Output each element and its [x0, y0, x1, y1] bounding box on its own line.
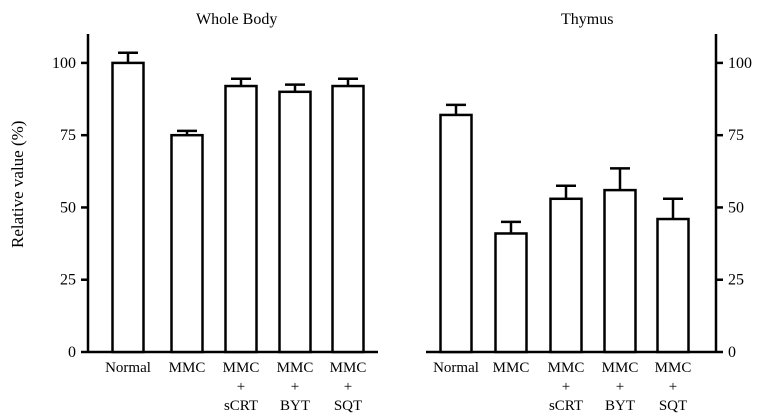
- y-tick-label: 75: [728, 127, 744, 144]
- x-tick-label: MMC: [493, 360, 530, 376]
- whole-body-title: Whole Body: [196, 11, 278, 28]
- x-tick-label: MMC: [602, 360, 639, 376]
- x-tick-label: +: [669, 379, 677, 395]
- y-tick-label: 100: [52, 55, 76, 72]
- bar: [224, 84, 258, 354]
- x-tick-label: +: [344, 379, 352, 395]
- x-tick-label: +: [562, 379, 570, 395]
- x-tick-label: MMC: [330, 360, 367, 376]
- x-tick-label: MMC: [223, 360, 260, 376]
- x-tick-label: SQT: [334, 398, 362, 414]
- y-tick-label: 75: [60, 127, 76, 144]
- bar: [331, 84, 365, 354]
- bar: [439, 113, 473, 354]
- bar: [278, 90, 312, 354]
- bar: [603, 188, 637, 354]
- bar: [549, 197, 583, 354]
- x-tick-label: Normal: [105, 360, 151, 376]
- x-tick-label: MMC: [169, 360, 206, 376]
- y-tick-label: 25: [728, 272, 744, 289]
- x-tick-label: SQT: [659, 398, 687, 414]
- bar: [494, 232, 528, 354]
- x-tick-label: +: [616, 379, 624, 395]
- x-tick-label: MMC: [548, 360, 585, 376]
- y-tick-label: 50: [728, 199, 744, 216]
- bar: [656, 217, 690, 354]
- x-tick-label: +: [237, 379, 245, 395]
- thymus-title: Thymus: [561, 11, 614, 28]
- x-tick-label: BYT: [605, 398, 635, 414]
- x-tick-label: MMC: [277, 360, 314, 376]
- x-tick-label: Normal: [433, 360, 479, 376]
- x-tick-label: sCRT: [224, 398, 258, 414]
- x-tick-label: +: [291, 379, 299, 395]
- x-tick-label: sCRT: [549, 398, 583, 414]
- y-tick-label: 50: [60, 199, 76, 216]
- x-tick-label: MMC: [655, 360, 692, 376]
- y-tick-label: 0: [68, 344, 76, 361]
- y-tick-label: 25: [60, 272, 76, 289]
- bar: [111, 61, 145, 354]
- y-tick-label: 100: [728, 55, 752, 72]
- x-tick-label: BYT: [280, 398, 310, 414]
- bar: [170, 133, 204, 354]
- y-tick-label: 0: [728, 344, 736, 361]
